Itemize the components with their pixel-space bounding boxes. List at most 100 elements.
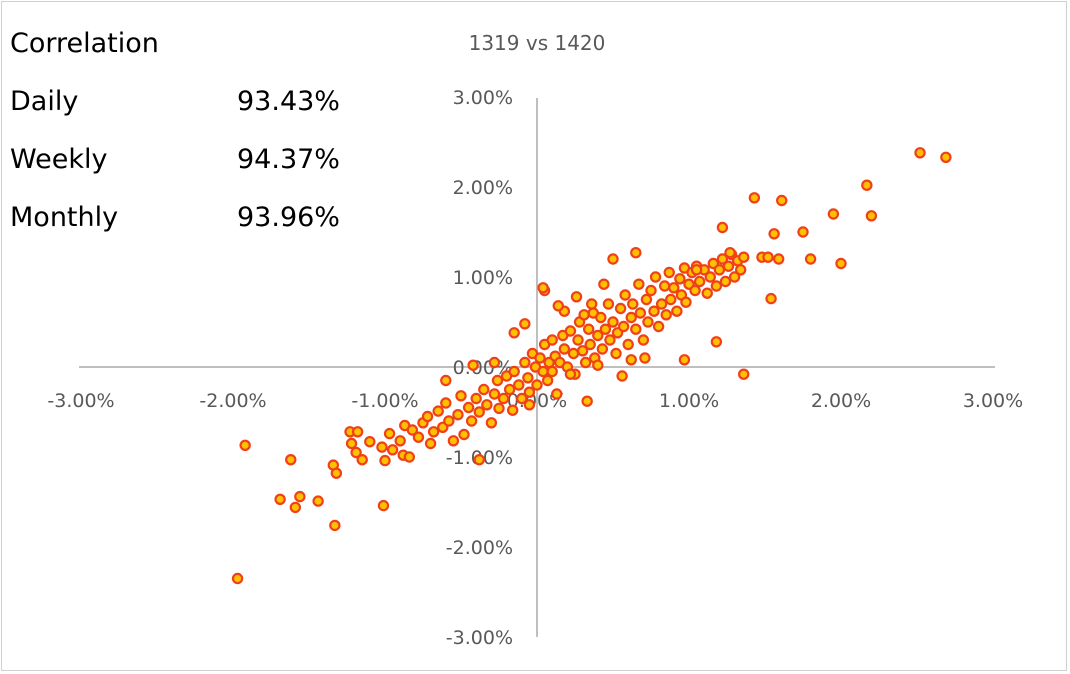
data-point [356,454,368,466]
data-point [572,334,584,346]
data-point [655,298,668,310]
data-point [634,307,647,319]
data-point [596,343,609,355]
data-point [738,251,750,263]
data-point [861,179,873,191]
data-point [351,426,364,438]
data-points [231,147,952,585]
data-point [716,221,729,234]
data-point [642,316,654,328]
x-tick-label: -2.00% [199,390,266,412]
data-point [604,334,616,346]
data-point [534,352,546,364]
data-point [541,374,554,387]
data-point [678,354,691,366]
data-point [519,356,531,369]
data-point [693,275,706,288]
data-point [734,264,747,276]
data-point [595,311,607,324]
data-point [537,282,549,294]
data-point [513,379,525,391]
data-point [364,436,376,448]
data-point [274,493,286,505]
data-point [522,372,534,384]
data-point [648,305,660,317]
data-point [473,406,485,418]
data-point [607,316,619,328]
data-point [614,302,627,315]
data-point [564,368,577,380]
data-point [443,415,455,427]
data-point [835,257,847,270]
data-point [491,374,504,387]
data-point [329,519,341,532]
correlation-value: 94.37% [237,144,340,175]
data-point [617,320,630,333]
data-point [470,392,482,405]
data-point [576,345,589,357]
data-point [516,392,528,405]
data-point [639,352,651,364]
data-point [289,501,302,514]
data-point [602,298,615,310]
correlation-value: 93.96% [237,202,340,233]
data-point [622,338,634,351]
data-point [668,282,680,294]
data-point [578,309,590,321]
data-point [627,298,639,310]
data-point [610,347,622,360]
data-point [625,311,637,324]
data-point [716,253,729,265]
data-point [552,300,564,312]
data-point [592,359,604,371]
data-point [652,320,665,333]
data-point [239,439,251,451]
data-point [383,427,396,440]
data-point [607,253,619,265]
data-point [519,318,531,330]
data-point [285,454,297,466]
data-point [440,374,452,387]
x-tick-label: 3.00% [963,390,1023,412]
data-point [231,572,244,585]
data-point [689,284,701,297]
data-point [503,383,516,396]
chart-title: 1319 vs 1420 [469,31,606,55]
data-point [592,329,604,342]
y-tick-label: 3.00% [453,87,513,109]
data-point [467,359,479,371]
data-point [488,388,501,400]
data-point [558,343,571,355]
data-point [579,356,592,369]
data-point [804,253,817,265]
data-point [330,467,343,479]
correlation-label: Daily [10,86,79,117]
data-point [350,446,362,459]
data-point [722,260,735,272]
data-point [440,397,452,409]
data-point [630,246,642,259]
data-point [690,264,703,276]
x-tick-label: 2.00% [811,390,871,412]
data-point [940,151,952,163]
y-tick-label: 2.00% [453,177,513,199]
data-point [663,266,675,279]
data-point [599,323,612,335]
data-point [455,390,467,402]
data-point [523,386,536,398]
data-point [488,356,501,369]
data-point [421,410,434,423]
data-point [665,293,677,306]
data-point [710,280,723,292]
correlation-value: 93.43% [237,86,340,117]
data-point [485,417,498,429]
data-point [412,431,425,443]
data-point [658,280,671,292]
data-point [546,365,558,378]
data-point [570,291,583,303]
data-point [645,284,657,297]
data-point [452,409,464,421]
data-point [724,246,736,259]
data-point [376,441,388,453]
